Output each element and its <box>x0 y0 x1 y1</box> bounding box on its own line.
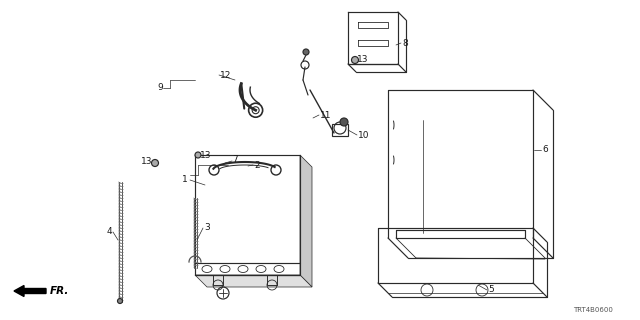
Text: FR.: FR. <box>50 286 69 296</box>
Text: 9: 9 <box>157 84 163 92</box>
Polygon shape <box>195 275 312 287</box>
Circle shape <box>195 152 201 158</box>
Text: 11: 11 <box>320 110 332 119</box>
Text: 6: 6 <box>542 146 548 155</box>
Text: 13: 13 <box>357 55 369 65</box>
Text: 10: 10 <box>358 131 369 140</box>
Polygon shape <box>300 155 312 287</box>
Circle shape <box>152 159 159 166</box>
Text: 8: 8 <box>402 38 408 47</box>
Text: 1: 1 <box>182 175 188 185</box>
Text: 13: 13 <box>141 157 152 166</box>
Text: 7: 7 <box>232 156 237 164</box>
Text: TRT4B0600: TRT4B0600 <box>573 307 613 313</box>
Text: 4: 4 <box>106 228 112 236</box>
Circle shape <box>303 49 309 55</box>
Text: 13: 13 <box>200 150 211 159</box>
Circle shape <box>340 118 348 126</box>
Text: 5: 5 <box>488 285 493 294</box>
Circle shape <box>118 299 122 303</box>
Text: 12: 12 <box>220 70 232 79</box>
Text: 3: 3 <box>204 223 210 233</box>
Text: 2: 2 <box>254 161 260 170</box>
Bar <box>332 124 348 136</box>
FancyArrow shape <box>14 285 46 297</box>
Circle shape <box>351 57 358 63</box>
